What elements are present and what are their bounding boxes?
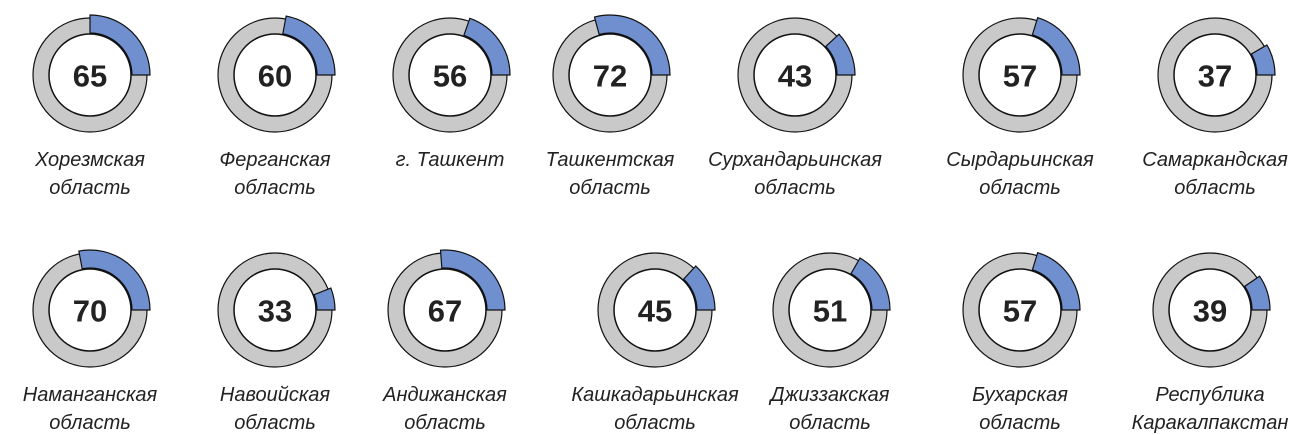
gauge-value: 45 [638, 294, 672, 329]
gauge-arc [313, 287, 336, 311]
gauge-value: 33 [258, 294, 292, 329]
gauge-center [233, 33, 317, 117]
gauge-center [1173, 33, 1257, 117]
region-label: Бухарская [972, 384, 1068, 406]
region-label: область [614, 412, 696, 434]
gauge-center [788, 268, 872, 352]
gauge-value: 60 [258, 59, 292, 94]
region-label: Ташкентская [546, 149, 675, 171]
gauge-value: 70 [73, 294, 107, 329]
region-label: область [234, 412, 316, 434]
gauge-center [613, 268, 697, 352]
gauge-arc [463, 17, 511, 76]
gauge-value: 57 [1003, 59, 1037, 94]
gauge-center [403, 268, 487, 352]
gauge-arc [850, 257, 891, 311]
gauge-value: 57 [1003, 294, 1037, 329]
region-label: Джиззакская [769, 384, 890, 406]
region-label: Ферганская [219, 149, 330, 171]
gauge-arc [1031, 16, 1081, 76]
gauge-arc [1243, 275, 1271, 311]
gauge-center [48, 268, 132, 352]
region-label: Каракалпакстан [1132, 412, 1289, 434]
gauge-center [233, 268, 317, 352]
gauge-arc [593, 14, 671, 76]
gauge-arc [89, 14, 151, 76]
region-label: г. Ташкент [396, 149, 505, 171]
gauge-center [978, 33, 1062, 117]
region-label: область [979, 412, 1061, 434]
region-label: Сырдарьинская [946, 149, 1094, 171]
region-label: область [569, 177, 651, 199]
region-label: область [1174, 177, 1256, 199]
gauge-value: 67 [428, 294, 462, 329]
gauge-center [978, 268, 1062, 352]
gauge-center [48, 33, 132, 117]
region-label: Хорезмская [34, 149, 145, 171]
region-label: область [404, 412, 486, 434]
gauge-value: 65 [73, 59, 107, 94]
gauge-center [1168, 268, 1252, 352]
gauge-center [568, 33, 652, 117]
region-label: область [754, 177, 836, 199]
gauge-arc [439, 249, 506, 311]
gauge-value: 51 [813, 294, 847, 329]
region-label: Навоийская [220, 384, 331, 406]
gauge-arc [78, 249, 151, 311]
gauge-value: 72 [593, 59, 627, 94]
region-label: Республика [1155, 384, 1264, 406]
gauge-arc [1031, 251, 1081, 311]
gauge-value: 43 [778, 59, 812, 94]
region-label: область [49, 177, 131, 199]
gauge-arc [824, 33, 856, 76]
gauge-value: 39 [1193, 294, 1227, 329]
gauge-arc [682, 265, 716, 311]
gauge-arc [1250, 44, 1276, 76]
region-label: Кашкадарьинская [571, 384, 739, 406]
region-label: область [789, 412, 871, 434]
gauge-value: 37 [1198, 59, 1232, 94]
region-label: область [49, 412, 131, 434]
region-label: область [979, 177, 1061, 199]
gauge-center [753, 33, 837, 117]
region-label: Наманганская [23, 384, 158, 406]
gauge-center [408, 33, 492, 117]
region-label: Сурхандарьинская [708, 149, 882, 171]
gauge-value: 56 [433, 59, 467, 94]
region-label: область [234, 177, 316, 199]
region-label: Самаркандская [1142, 149, 1288, 171]
gauge-arc [282, 15, 336, 76]
region-label: Андижанская [382, 384, 507, 406]
